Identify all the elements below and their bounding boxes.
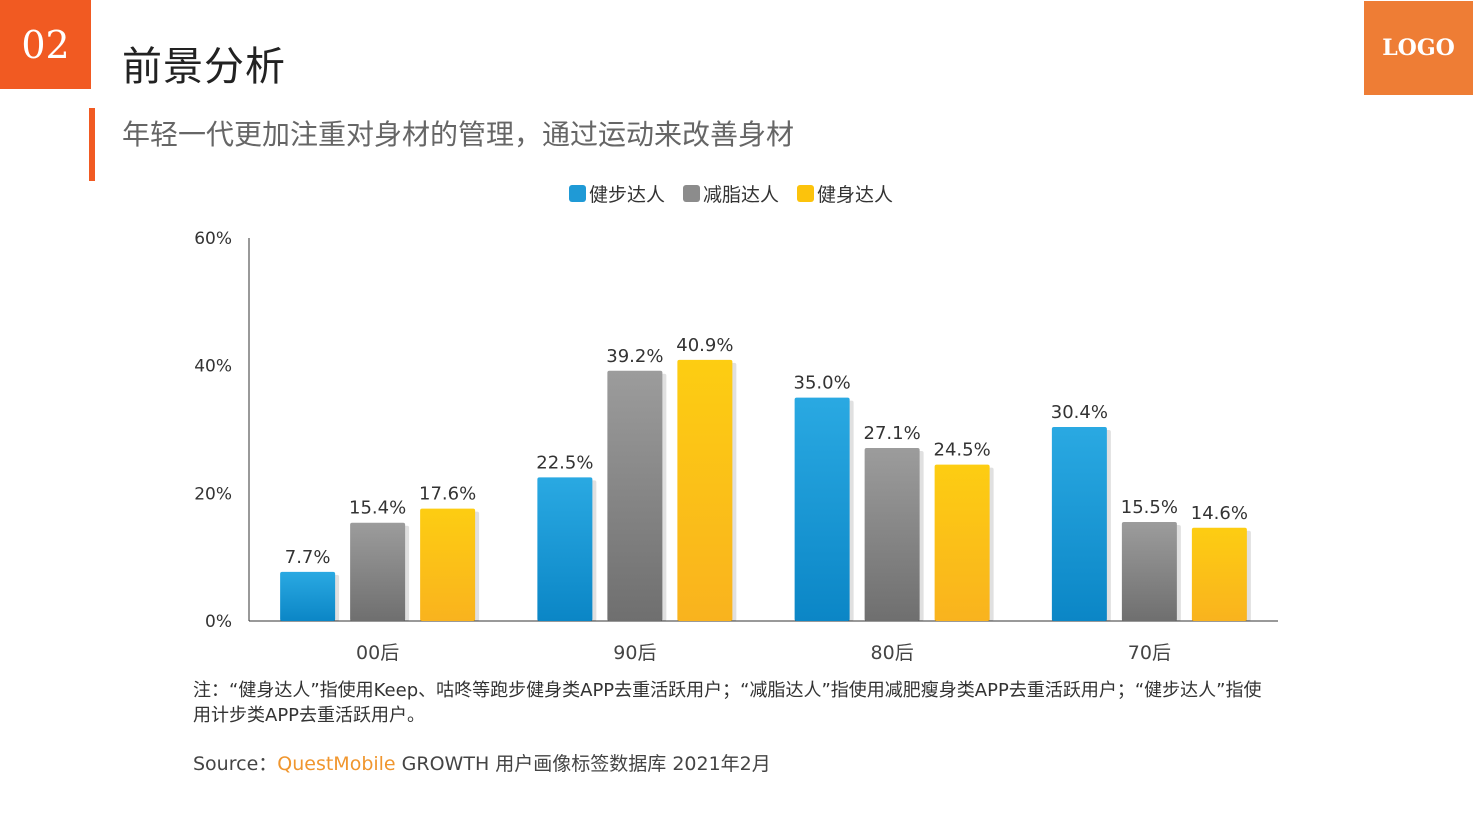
chart-legend: 健步达人 减脂达人 健身达人 <box>569 180 893 207</box>
source-line: Source：QuestMobile GROWTH 用户画像标签数据库 2021… <box>193 749 771 776</box>
legend-item-series-1: 健步达人 <box>569 180 665 207</box>
data-label: 22.5% <box>536 452 593 473</box>
data-label: 15.4% <box>349 498 406 519</box>
source-brand: QuestMobile <box>277 753 396 775</box>
bar <box>280 571 336 621</box>
legend-label: 健步达人 <box>589 184 666 206</box>
data-label: 15.5% <box>1121 497 1178 518</box>
data-label: 35.0% <box>794 373 851 394</box>
source-rest: GROWTH 用户画像标签数据库 2021年2月 <box>395 753 771 775</box>
bar <box>420 508 476 621</box>
data-label: 24.5% <box>934 440 991 461</box>
x-tick-label: 00后 <box>356 642 399 664</box>
subtitle-accent-bar <box>89 108 95 181</box>
page-title: 前景分析 <box>122 44 286 90</box>
x-tick-label: 80后 <box>871 642 914 664</box>
section-number-badge: 02 <box>0 0 91 89</box>
logo: LOGO <box>1364 1 1473 95</box>
data-label: 17.6% <box>419 484 476 505</box>
bar <box>934 464 990 621</box>
data-label: 40.9% <box>676 335 733 356</box>
chart-footnote: 注：“健身达人”指使用Keep、咕咚等跑步健身类APP去重活跃用户；“减脂达人”… <box>193 680 1262 726</box>
legend-label: 健身达人 <box>817 184 894 206</box>
x-tick-label: 70后 <box>1128 642 1171 664</box>
bar <box>794 397 850 621</box>
data-label: 39.2% <box>606 346 663 367</box>
y-tick-label: 20% <box>194 484 232 504</box>
bar <box>1051 426 1107 621</box>
bar <box>537 477 593 621</box>
y-tick-label: 40% <box>194 357 232 377</box>
page-subtitle: 年轻一代更加注重对身材的管理，通过运动来改善身材 <box>122 118 795 151</box>
legend-label: 减脂达人 <box>703 184 780 206</box>
legend-item-series-3: 健身达人 <box>797 180 893 207</box>
legend-item-series-2: 减脂达人 <box>683 180 779 207</box>
data-label: 30.4% <box>1051 402 1108 423</box>
y-tick-label: 0% <box>205 612 232 632</box>
data-label: 27.1% <box>864 423 921 444</box>
bar <box>1191 527 1247 621</box>
source-prefix: Source： <box>193 753 278 775</box>
bar <box>864 448 920 621</box>
bar <box>677 359 733 621</box>
x-tick-label: 90后 <box>613 642 656 664</box>
data-label: 7.7% <box>285 547 331 568</box>
data-label: 14.6% <box>1191 503 1248 524</box>
bar <box>350 522 406 621</box>
legend-swatch-gray <box>683 185 701 202</box>
legend-swatch-yellow <box>797 185 815 202</box>
bar <box>607 370 663 621</box>
legend-swatch-blue <box>569 185 586 202</box>
y-tick-label: 60% <box>194 229 232 249</box>
bar <box>1121 522 1177 621</box>
